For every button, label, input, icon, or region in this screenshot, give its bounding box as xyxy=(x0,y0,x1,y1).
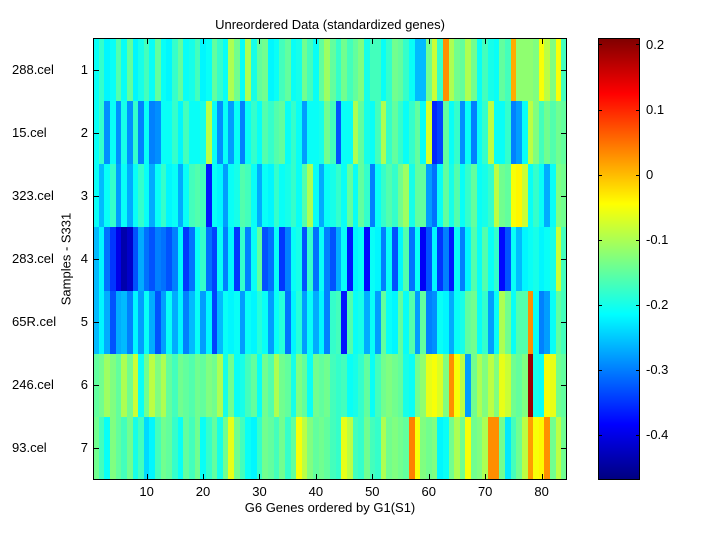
row-label: 65R.cel xyxy=(12,314,57,330)
colorbar-tick-label: -0.3 xyxy=(646,361,669,377)
y-tick-label: 4 xyxy=(80,251,88,266)
row-label: 93.cel xyxy=(12,440,47,456)
y-tick-label: 7 xyxy=(80,440,88,456)
colorbar-tick-label: 0.2 xyxy=(646,36,665,52)
colorbar-tick-label: -0.1 xyxy=(646,231,669,247)
colorbar-tick-label: 0 xyxy=(646,166,654,182)
x-tick-label: 40 xyxy=(308,484,324,499)
y-tick-label: 3 xyxy=(80,187,88,203)
x-tick-label: 30 xyxy=(252,484,267,499)
heatmap xyxy=(93,38,567,480)
row-label: 15.cel xyxy=(12,124,47,140)
x-tick-label: 60 xyxy=(421,484,436,499)
y-tick-label: 6 xyxy=(80,377,88,393)
row-label: 246.cel xyxy=(12,377,54,393)
row-label: 288.cel xyxy=(12,61,54,77)
chart-title: Unreordered Data (standardized genes) xyxy=(215,17,445,32)
colorbar-tick-label: -0.2 xyxy=(646,296,669,312)
row-label: 283.cel xyxy=(12,251,54,266)
colorbar xyxy=(598,38,640,480)
row-label: 323.cel xyxy=(12,187,54,203)
y-tick-label: 1 xyxy=(80,61,88,77)
x-tick-label: 10 xyxy=(139,484,154,499)
colorbar-tick-label: 0.1 xyxy=(646,101,665,117)
y-tick-label: 5 xyxy=(80,314,88,330)
x-tick-label: 50 xyxy=(365,484,380,499)
x-tick-label: 80 xyxy=(534,484,549,499)
x-tick-label: 20 xyxy=(195,484,211,499)
x-axis-label: G6 Genes ordered by G1(S1) xyxy=(244,500,416,515)
y-tick-label: 2 xyxy=(80,124,88,140)
x-tick-label: 70 xyxy=(477,484,493,499)
colorbar-tick-label: -0.4 xyxy=(646,426,669,442)
